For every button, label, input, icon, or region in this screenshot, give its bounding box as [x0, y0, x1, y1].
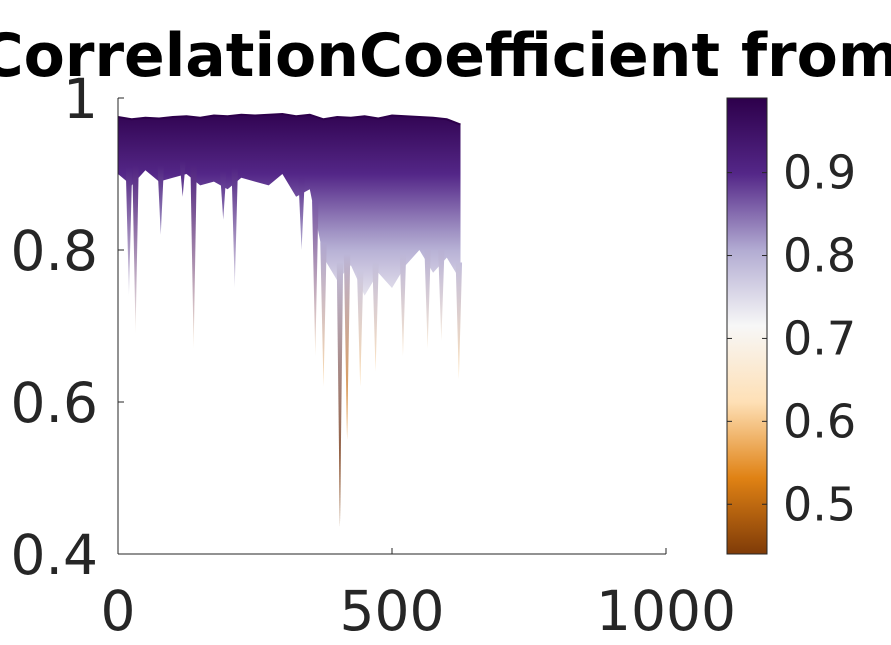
data-spike — [125, 167, 133, 296]
plot-area — [118, 112, 463, 528]
x-tick-label: 500 — [340, 579, 445, 643]
colorbar-tick-label: 0.9 — [783, 146, 856, 200]
colorbar-tick-label: 0.8 — [783, 229, 856, 283]
upper-envelope-line — [118, 112, 461, 126]
data-spike — [455, 262, 463, 380]
data-spike — [336, 262, 344, 528]
data-spike — [231, 168, 238, 288]
data-spike — [220, 171, 227, 220]
data-spike — [132, 165, 139, 334]
data-spike — [179, 159, 186, 197]
data-spike — [320, 242, 327, 387]
y-ticks: 0.4 0.6 0.8 1 — [11, 67, 124, 587]
colorbar-tick-label: 0.5 — [783, 477, 856, 531]
chart-title: CorrelationCoefficient from — [0, 21, 891, 91]
colorbar-gradient — [726, 97, 768, 555]
x-ticks: 0 500 1000 — [101, 548, 736, 643]
data-spike — [424, 248, 431, 349]
y-tick-label: 0.6 — [11, 371, 98, 435]
data-spike — [399, 254, 407, 357]
x-tick-label: 0 — [101, 579, 136, 643]
y-tick-label: 0.4 — [11, 523, 98, 587]
data-spike — [343, 254, 351, 440]
correlation-band — [118, 113, 461, 296]
data-spike — [438, 248, 445, 342]
y-tick-label: 1 — [63, 67, 98, 131]
data-spike — [357, 270, 364, 387]
data-spike — [372, 262, 379, 372]
data-spike — [312, 201, 319, 357]
y-tick-label: 0.8 — [11, 219, 98, 283]
colorbar-tick-label: 0.6 — [783, 394, 856, 448]
x-tick-label: 1000 — [596, 579, 736, 643]
colorbar-ticks: 0.5 0.6 0.7 0.8 0.9 — [727, 146, 856, 531]
data-spike — [298, 178, 305, 250]
data-spike — [190, 164, 197, 349]
colorbar: 0.5 0.6 0.7 0.8 0.9 — [726, 97, 856, 555]
colorbar-tick-label: 0.7 — [783, 311, 856, 365]
data-spike — [157, 165, 164, 235]
